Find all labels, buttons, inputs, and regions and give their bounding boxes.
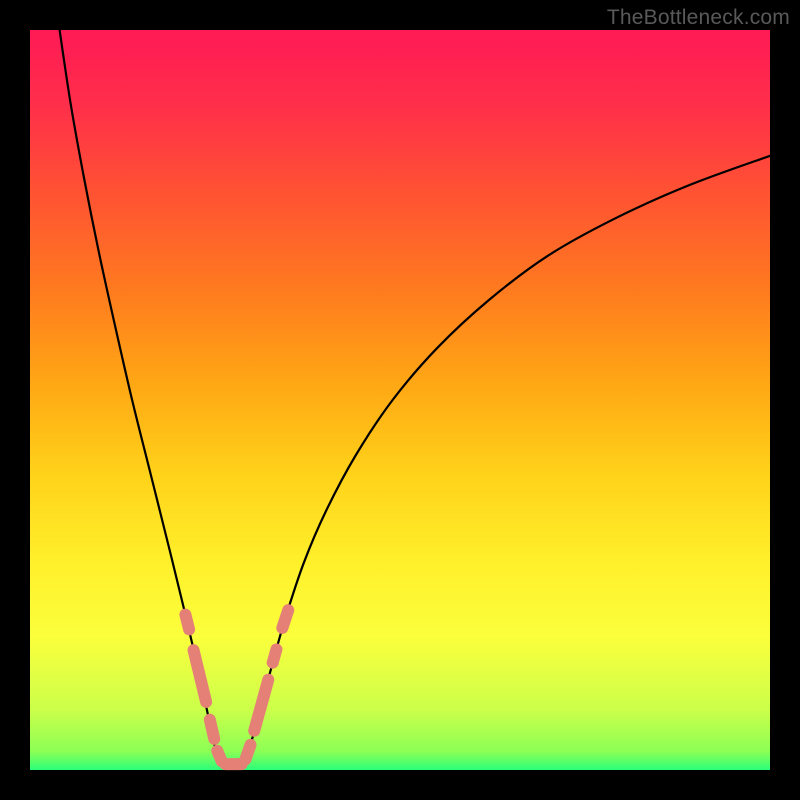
data-marker-segment bbox=[245, 745, 250, 760]
chart-svg bbox=[0, 0, 800, 800]
watermark-text: TheBottleneck.com bbox=[607, 6, 790, 30]
bottleneck-chart: TheBottleneck.com bbox=[0, 0, 800, 800]
data-marker-segment bbox=[282, 610, 288, 628]
data-marker-segment bbox=[210, 720, 214, 739]
data-marker-segment bbox=[217, 751, 221, 761]
data-marker-segment bbox=[273, 649, 277, 662]
data-marker-segment bbox=[185, 615, 189, 630]
plot-background bbox=[30, 30, 770, 770]
